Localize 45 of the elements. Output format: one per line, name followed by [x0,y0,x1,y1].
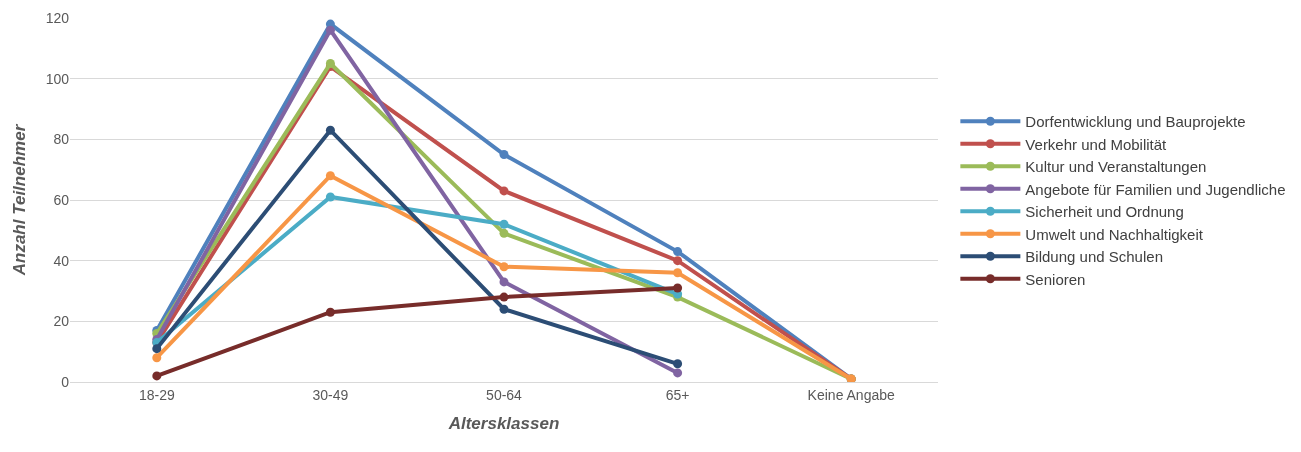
point [325,171,335,181]
point [325,25,335,35]
point [673,256,683,266]
legend-label: Kultur und Veranstaltungen [1025,158,1207,176]
point [152,353,162,363]
y-tick-label: 0 [61,373,70,390]
point [152,371,162,381]
x-tick-label: Keine Angabe [807,386,895,403]
legend-label: Dorfentwicklung und Bauprojekte [1025,113,1246,131]
point [673,247,683,257]
y-tick-label: 40 [53,252,70,269]
x-tick-label: 65+ [665,386,690,403]
point [325,59,335,68]
x-tick-label: 50-64 [486,386,523,403]
point [673,283,683,293]
legend-label: Sicherheit und Ordnung [1025,203,1184,221]
legend-label: Angebote für Familien und Jugendliche [1025,180,1286,198]
x-axis-title: Altersklassen [447,414,560,434]
y-tick-label: 100 [45,70,70,87]
x-tick-label: 18-29 [138,386,175,403]
point [673,368,683,378]
point [499,219,509,229]
y-tick-label: 120 [45,9,70,26]
point [325,192,335,202]
legend-label: Verkehr und Mobilität [1025,135,1168,153]
point [325,125,335,135]
point [673,359,683,369]
x-tick-label: 30-49 [312,386,349,403]
point [499,186,509,196]
y-tick-label: 80 [53,131,70,148]
point [152,344,162,354]
y-tick-label: 20 [53,313,70,330]
point [499,277,509,287]
legend-label: Umwelt und Nachhaltigkeit [1025,225,1204,243]
point [499,228,509,238]
legend-label: Bildung und Schulen [1025,248,1163,266]
point [499,150,509,159]
point [499,304,509,314]
point [325,307,335,317]
point [499,262,509,272]
point [499,292,509,302]
point [673,268,683,278]
y-axis-title: Anzahl Teilnehmer [10,123,30,277]
y-tick-label: 60 [53,191,70,208]
legend-label: Senioren [1025,270,1086,288]
